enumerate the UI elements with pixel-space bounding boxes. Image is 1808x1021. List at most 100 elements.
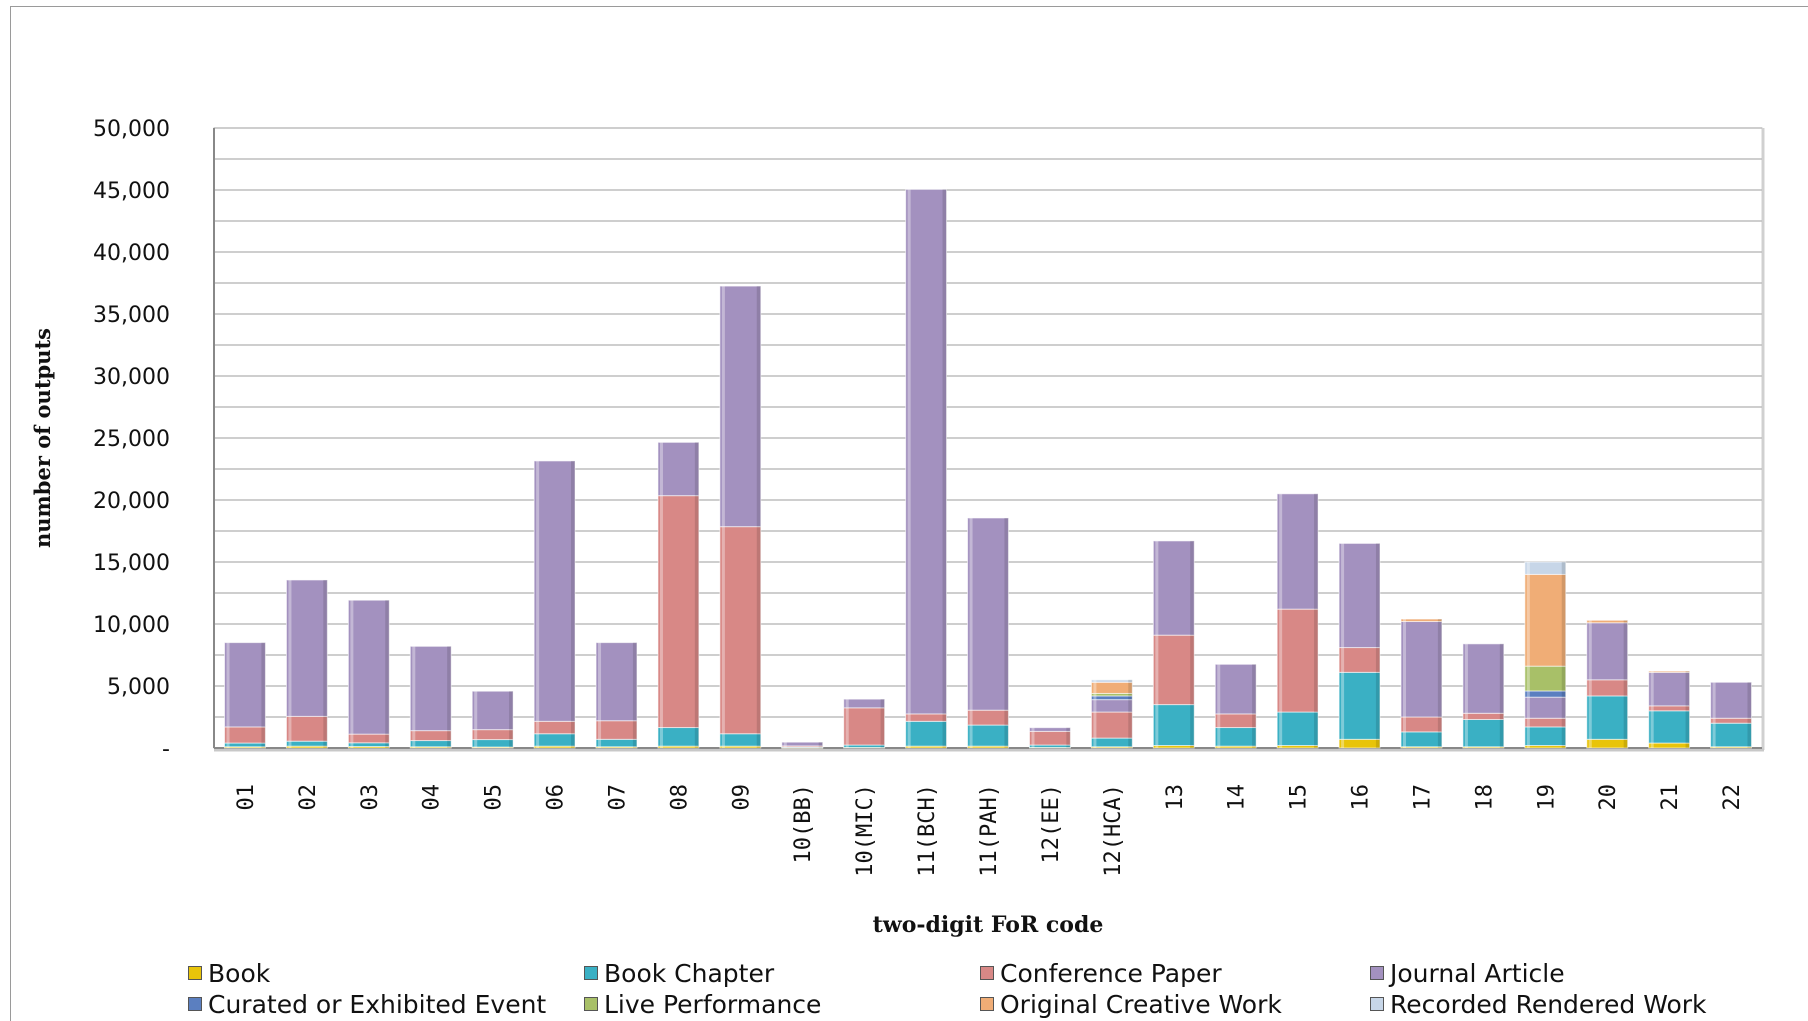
bar-highlight [1031, 727, 1035, 732]
bar-shade [942, 713, 947, 722]
bar-highlight [1588, 622, 1592, 680]
bar-segment [1524, 696, 1567, 719]
x-tick-label: 01 [234, 784, 259, 811]
bar-shade [1561, 574, 1566, 667]
y-tick-label: 45,000 [93, 179, 170, 204]
bar-highlight [1464, 643, 1468, 714]
bar-highlight [536, 746, 540, 748]
bar-shade [1066, 727, 1071, 732]
bar-highlight [1403, 731, 1407, 747]
bar-shade [818, 745, 823, 748]
bar-segment [595, 738, 638, 748]
bar-shade [1561, 562, 1566, 575]
bar-highlight [721, 733, 725, 747]
bar-highlight [1217, 664, 1221, 714]
bar-segment [347, 733, 390, 744]
bar-shade [1561, 726, 1566, 746]
bar-shade [385, 600, 390, 735]
bar-highlight [907, 713, 911, 722]
bar-shade [1190, 635, 1195, 705]
bar-shade [570, 746, 575, 748]
bar-segment [1090, 695, 1133, 701]
bar-shade [694, 727, 699, 747]
bar-shade [880, 707, 885, 746]
bar-shade [447, 740, 452, 747]
legend-item: Book Chapter [584, 958, 774, 988]
bar-shade [818, 742, 823, 746]
bar-shade [1128, 712, 1133, 739]
bar-highlight [721, 526, 725, 734]
x-tick-label: 11(BCH) [915, 784, 940, 877]
bar-shade [447, 646, 452, 731]
bar-shade [1252, 727, 1257, 747]
bar-segment [224, 642, 266, 728]
bar-highlight [1588, 679, 1592, 696]
bar-segment [1400, 716, 1443, 733]
bar-shade [1375, 543, 1380, 648]
x-tick-label: 04 [420, 784, 445, 811]
bar-highlight [659, 495, 663, 728]
bar-shade [756, 286, 761, 527]
bar-shade [1437, 746, 1442, 748]
bar-shade [1499, 719, 1504, 747]
y-tick-label: 15,000 [93, 551, 170, 576]
bar-highlight [1650, 710, 1654, 744]
bar-highlight [969, 725, 973, 747]
bar-highlight [1093, 693, 1097, 696]
bar-shade [1128, 693, 1133, 696]
bar-highlight [1279, 609, 1283, 713]
bar-highlight [1341, 647, 1345, 673]
bar-highlight [1093, 695, 1097, 700]
bar-segment [1090, 679, 1133, 683]
bar-shade [1004, 746, 1009, 748]
bar-shade [570, 460, 575, 722]
bar-highlight [721, 746, 725, 748]
bar-highlight [598, 746, 602, 748]
legend-item: Journal Article [1370, 958, 1565, 988]
bar-shade [1499, 643, 1504, 714]
bar-shade [570, 721, 575, 734]
bar-shade [1252, 713, 1257, 728]
bar-shade [1190, 704, 1195, 746]
bar-segment [1524, 690, 1567, 698]
bar-shade [1066, 731, 1071, 746]
bar-highlight [598, 739, 602, 747]
bar-segment [1586, 738, 1629, 749]
bar-shade [1685, 705, 1690, 711]
bar-segment [905, 713, 948, 722]
bar-segment [285, 579, 328, 717]
bar-segment [471, 690, 514, 731]
x-tick-label: 18 [1472, 784, 1497, 811]
bar-segment [1276, 608, 1319, 713]
bar-segment [1524, 717, 1567, 728]
bar-highlight [659, 746, 663, 748]
bar-highlight [1403, 746, 1407, 748]
bar-highlight [845, 699, 849, 708]
bar-shade [1747, 718, 1752, 724]
bar-shade [509, 739, 514, 748]
bar-segment [1586, 619, 1629, 624]
bar-shade [1314, 609, 1319, 713]
bar-highlight [1093, 682, 1097, 694]
bar-shade [1252, 664, 1257, 714]
bar-shade [1623, 679, 1628, 696]
bar-highlight [1217, 746, 1221, 748]
bar-highlight [1526, 697, 1530, 719]
bar-highlight [1155, 745, 1159, 748]
bar-highlight [1403, 621, 1407, 717]
bar-segment [1462, 643, 1505, 714]
bar-segment [533, 460, 576, 722]
bar-shade [323, 716, 328, 742]
bar-highlight [1341, 672, 1345, 740]
bar-segment [843, 698, 886, 709]
bar-shade [942, 189, 947, 714]
bar-segment [1710, 722, 1752, 748]
bar-highlight [1650, 672, 1654, 706]
bar-segment [657, 727, 700, 747]
legend-swatch [980, 966, 994, 980]
bar-segment [1090, 737, 1133, 748]
bar-segment [1462, 718, 1505, 748]
bar-highlight [1031, 731, 1035, 746]
bar-shade [1685, 743, 1690, 748]
